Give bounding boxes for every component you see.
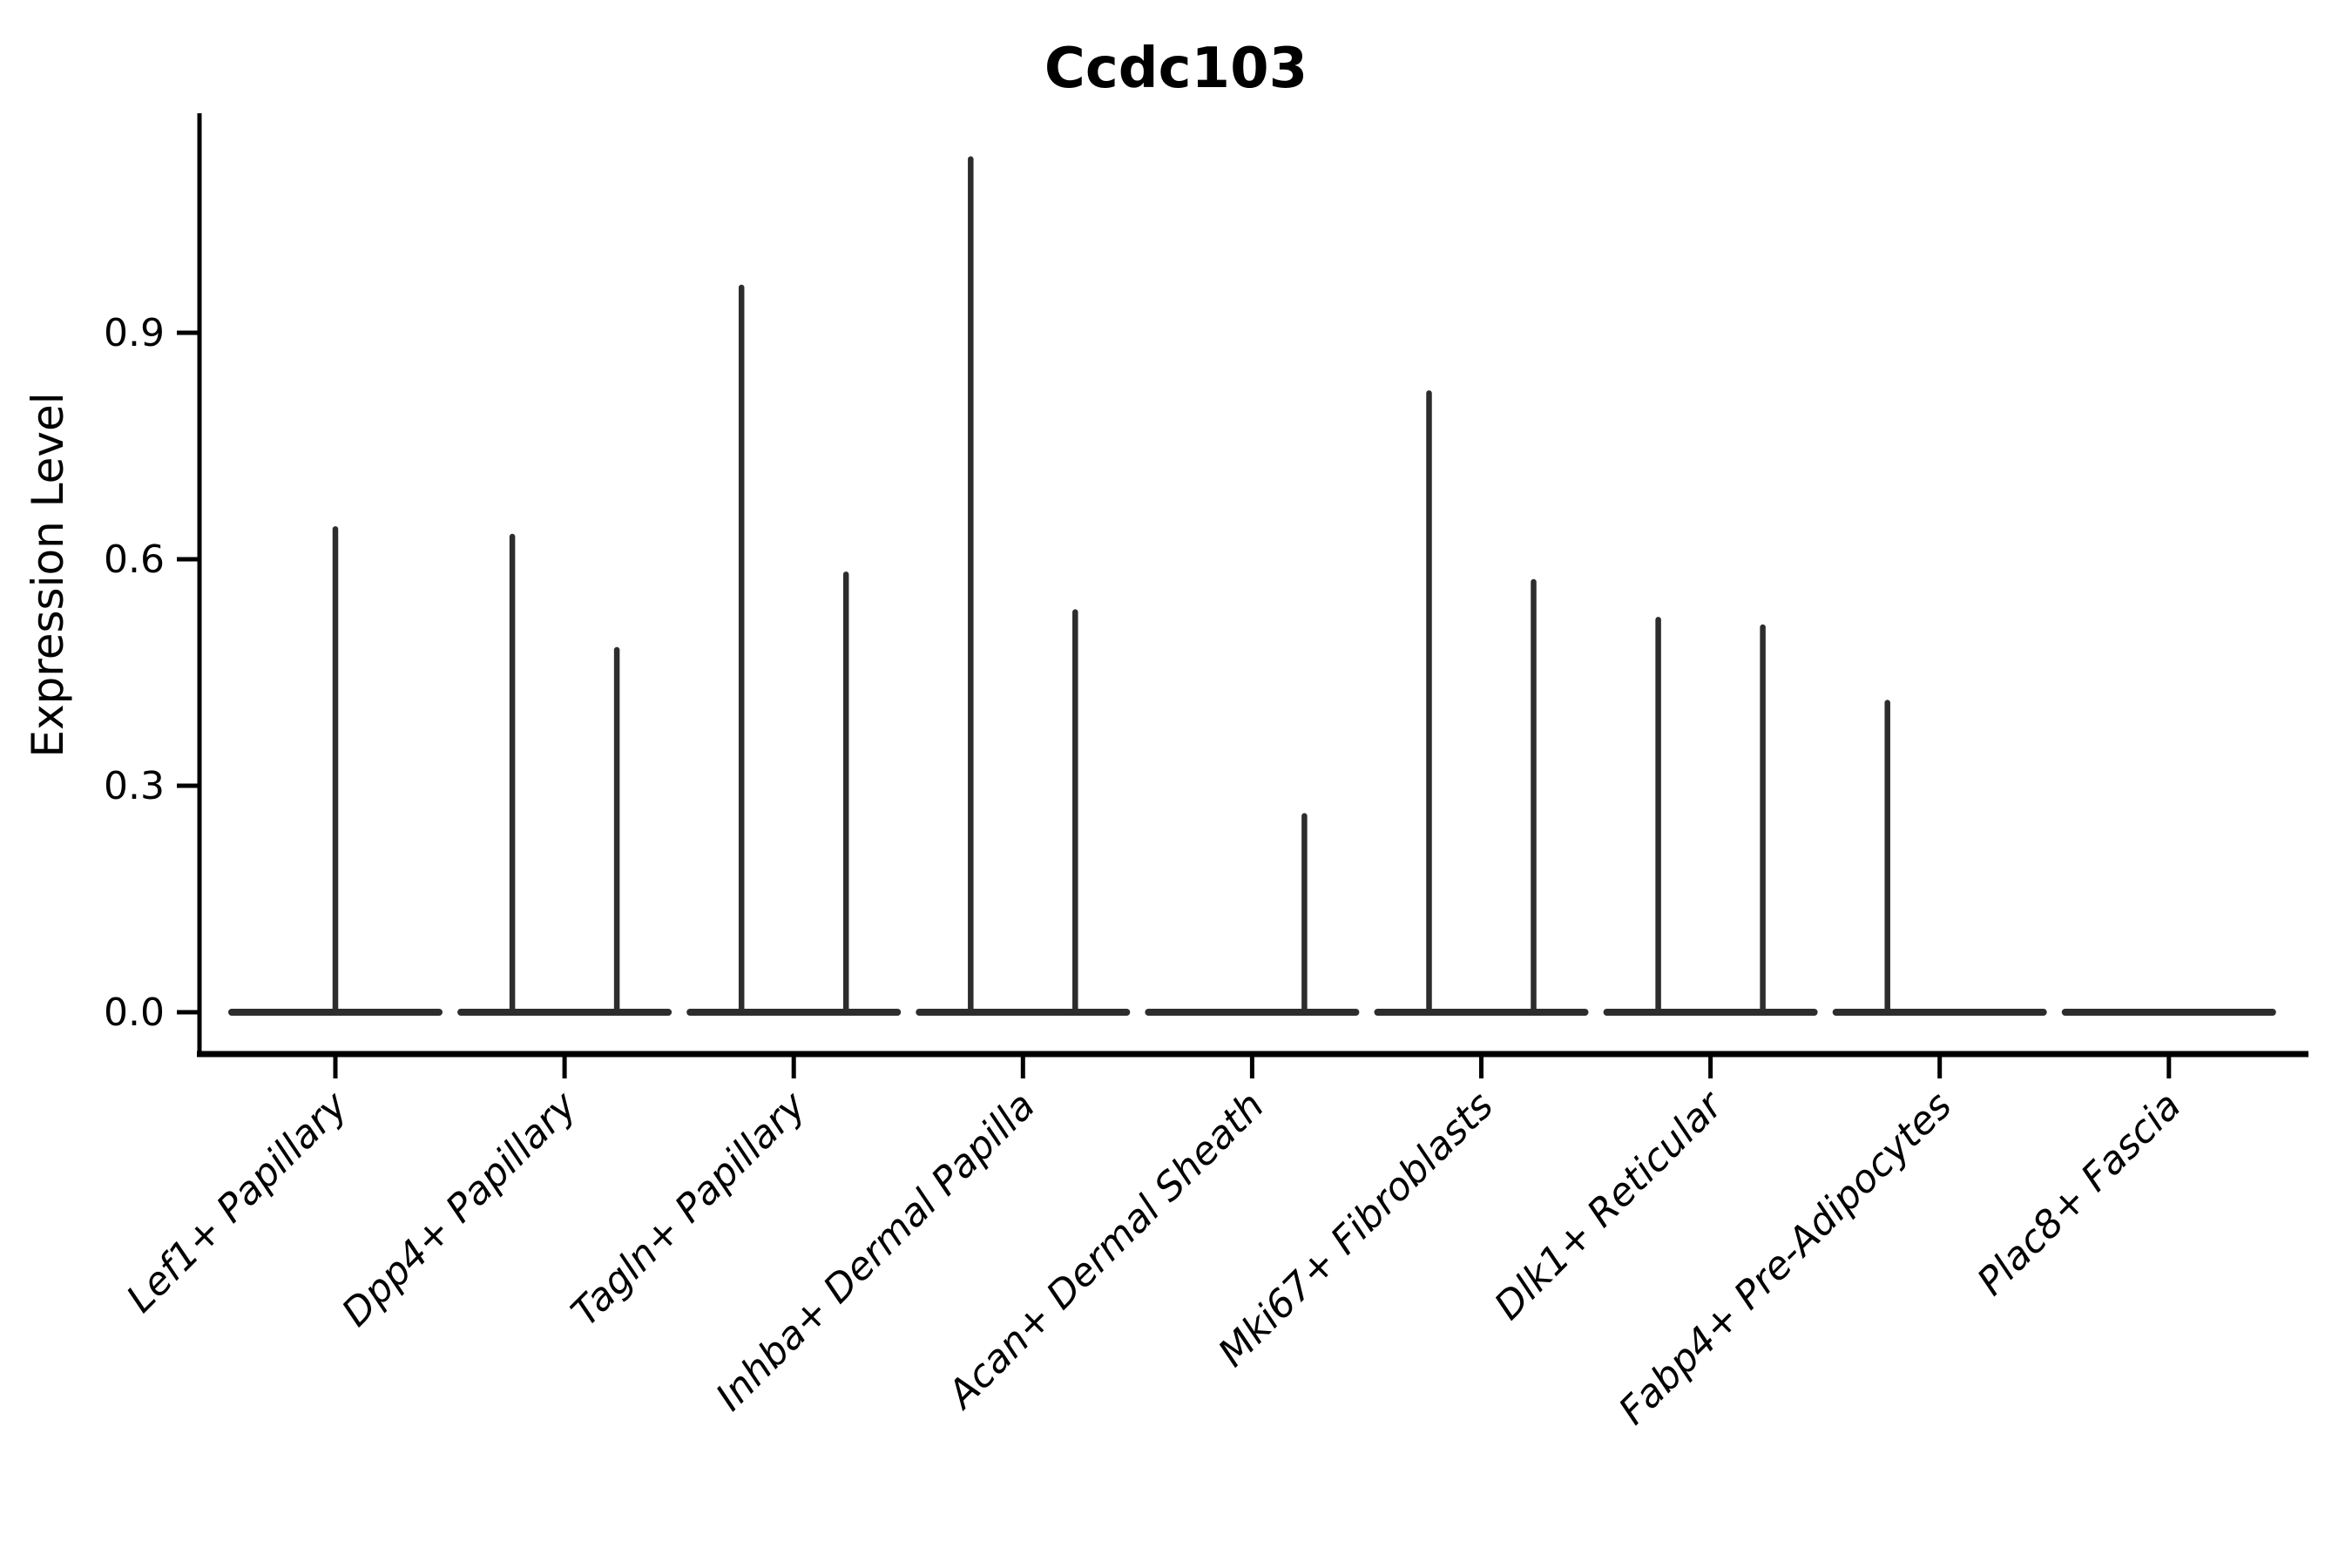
x-tick-label: Tagln+ Papillary: [563, 1083, 814, 1335]
y-axis-label: Expression Level: [23, 392, 73, 757]
y-tick-label: 0.3: [104, 764, 165, 808]
x-tick-label: Dpp4+ Papillary: [334, 1083, 586, 1335]
y-tick-label: 0.0: [104, 990, 165, 1035]
y-tick-label: 0.9: [104, 311, 165, 355]
chart-title: Ccdc103: [1044, 37, 1308, 101]
y-axis-ticks: 0.0 0.3 0.6 0.9: [104, 311, 199, 1035]
violins-layer: [228, 156, 2276, 1016]
y-tick-label: 0.6: [104, 537, 165, 582]
x-tick-label: Plac8+ Fascia: [1969, 1084, 2189, 1304]
x-tick-label: Dlk1+ Reticular: [1486, 1082, 1733, 1328]
x-tick-label: Lef1+ Papillary: [118, 1083, 357, 1321]
